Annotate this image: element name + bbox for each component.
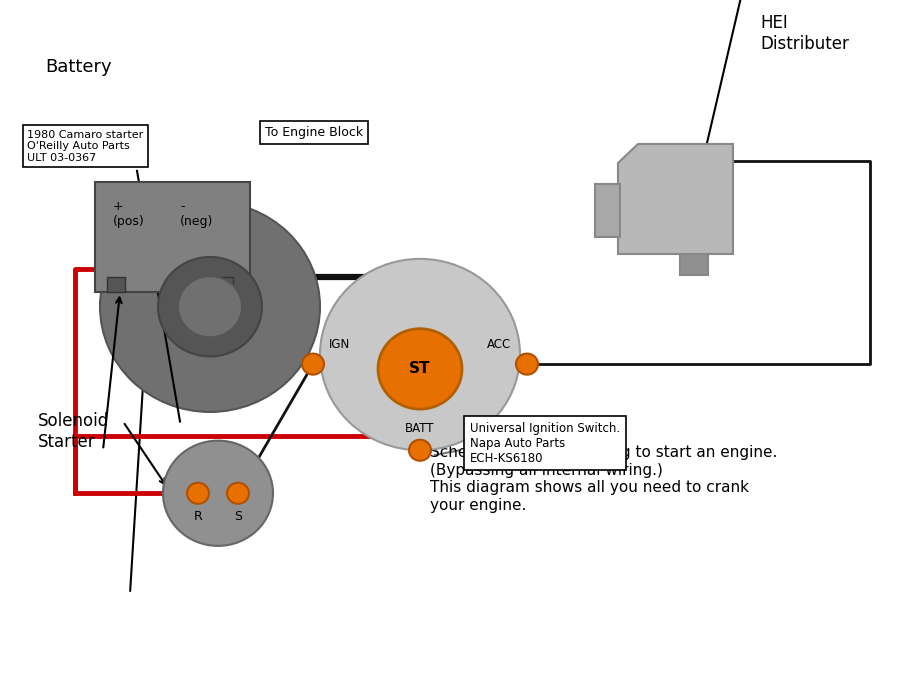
Text: HEI
Distributer: HEI Distributer xyxy=(760,14,849,53)
Text: ST: ST xyxy=(409,362,431,377)
Circle shape xyxy=(187,483,209,504)
Text: -
(neg): - (neg) xyxy=(180,199,214,228)
Bar xyxy=(680,254,708,275)
Text: Solenoid
Starter: Solenoid Starter xyxy=(38,412,109,451)
Circle shape xyxy=(409,439,431,461)
Text: +
(pos): + (pos) xyxy=(113,199,145,228)
Text: S: S xyxy=(234,510,242,523)
Text: To Engine Block: To Engine Block xyxy=(265,126,363,139)
Text: Universal Ignition Switch.
Napa Auto Parts
ECH-KS6180: Universal Ignition Switch. Napa Auto Par… xyxy=(470,422,620,464)
Text: R: R xyxy=(194,510,203,523)
Bar xyxy=(95,183,250,292)
Circle shape xyxy=(158,257,262,356)
Text: BATT: BATT xyxy=(405,422,435,435)
Circle shape xyxy=(163,441,273,546)
Circle shape xyxy=(100,201,320,412)
Circle shape xyxy=(178,276,242,337)
Polygon shape xyxy=(618,144,733,254)
Text: 1980 Camaro starter
O'Reilly Auto Parts
ULT 03-0367: 1980 Camaro starter O'Reilly Auto Parts … xyxy=(27,130,143,163)
Text: IGN: IGN xyxy=(329,338,350,351)
Bar xyxy=(107,277,125,292)
Text: ACC: ACC xyxy=(487,338,511,351)
Circle shape xyxy=(320,259,520,450)
Text: Battery: Battery xyxy=(45,58,112,76)
Bar xyxy=(215,277,233,292)
Bar xyxy=(595,185,620,237)
Circle shape xyxy=(516,354,538,375)
Circle shape xyxy=(302,354,324,375)
Circle shape xyxy=(227,483,249,504)
Circle shape xyxy=(378,329,462,409)
Text: Schematic on basic wiring to start an engine.
(Bypassing all internal wiring.)
T: Schematic on basic wiring to start an en… xyxy=(430,445,778,512)
